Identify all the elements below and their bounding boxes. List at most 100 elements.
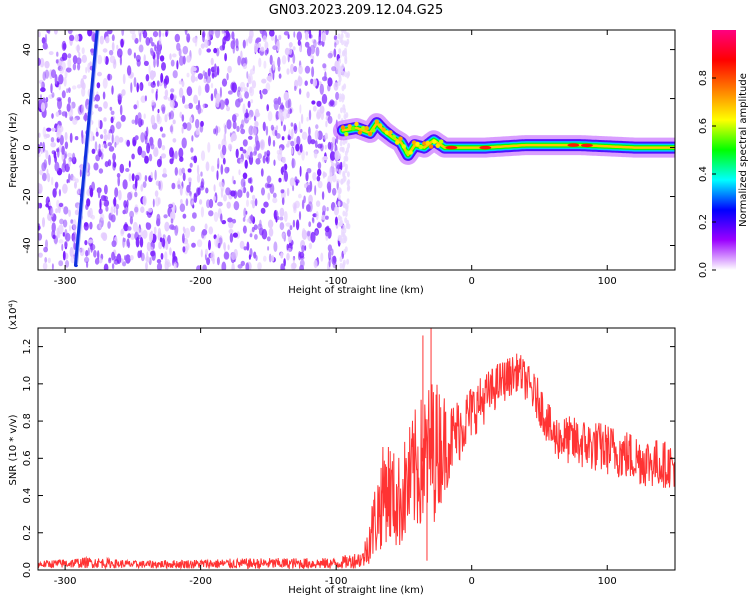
noise-speckle	[292, 185, 295, 192]
noise-speckle	[92, 135, 95, 141]
noise-speckle	[301, 245, 305, 253]
noise-speckle	[343, 40, 347, 47]
noise-speckle	[342, 259, 346, 266]
noise-speckle	[81, 82, 86, 90]
noise-speckle	[258, 57, 262, 68]
noise-speckle	[337, 80, 341, 86]
noise-speckle	[173, 262, 178, 269]
noise-speckle	[86, 261, 89, 268]
signal-blob	[435, 143, 440, 148]
noise-speckle	[299, 251, 305, 259]
noise-speckle	[142, 181, 147, 189]
noise-speckle	[100, 134, 104, 140]
noise-speckle	[170, 88, 175, 93]
noise-speckle	[246, 82, 249, 88]
noise-speckle	[297, 39, 301, 46]
noise-speckle	[98, 208, 103, 215]
noise-speckle	[42, 172, 47, 182]
noise-speckle	[250, 214, 254, 222]
noise-speckle	[329, 99, 335, 106]
noise-speckle	[242, 186, 247, 194]
noise-speckle	[315, 124, 319, 130]
noise-speckle	[85, 66, 88, 74]
noise-speckle	[111, 133, 114, 144]
noise-speckle	[145, 37, 151, 46]
noise-speckle	[67, 58, 72, 69]
noise-speckle	[286, 243, 289, 251]
noise-speckle	[310, 139, 316, 145]
noise-speckle	[150, 50, 155, 56]
noise-speckle	[42, 71, 47, 81]
signal-blob	[378, 123, 383, 128]
noise-speckle	[159, 126, 163, 132]
noise-speckle	[40, 146, 43, 155]
bottom-y-ticks: 0.0 0.2 0.4 0.6 0.8 1.0 1.2	[22, 339, 675, 578]
noise-speckle	[77, 62, 81, 71]
noise-speckle	[249, 151, 253, 159]
noise-speckle	[171, 150, 175, 161]
noise-speckle	[299, 128, 303, 133]
noise-speckle	[142, 195, 147, 206]
noise-speckle	[182, 45, 189, 55]
noise-speckle	[332, 187, 337, 196]
noise-speckle	[117, 93, 123, 101]
noise-speckle	[263, 255, 267, 262]
noise-speckle	[327, 52, 333, 59]
noise-speckle	[50, 137, 55, 143]
signal-blob	[350, 126, 356, 131]
noise-speckle	[45, 133, 50, 138]
x-tick-label: -200	[189, 276, 212, 287]
noise-speckle	[116, 44, 119, 50]
noise-speckle	[93, 250, 97, 258]
noise-speckle	[204, 83, 210, 93]
noise-speckle	[62, 183, 68, 194]
noise-speckle	[305, 171, 309, 182]
noise-speckle	[275, 125, 279, 131]
signal-blob	[391, 134, 396, 140]
y-tick-label: 0.2	[22, 525, 33, 541]
noise-speckle	[128, 173, 132, 182]
noise-speckle	[304, 65, 311, 74]
noise-speckle	[179, 185, 183, 196]
noise-speckle	[58, 239, 64, 244]
noise-speckle	[51, 113, 54, 119]
noise-speckle	[255, 255, 258, 261]
noise-speckle	[322, 205, 327, 214]
noise-speckle	[261, 78, 267, 84]
noise-speckle	[55, 59, 59, 64]
noise-speckle	[152, 30, 159, 38]
noise-speckle	[228, 220, 234, 229]
noise-speckle	[61, 52, 68, 61]
noise-speckle	[181, 137, 187, 149]
noise-speckle	[240, 50, 243, 61]
noise-speckle	[230, 190, 236, 197]
noise-speckle	[312, 105, 317, 112]
noise-speckle	[91, 214, 95, 220]
noise-speckle	[170, 59, 175, 67]
noise-speckle	[64, 141, 69, 150]
noise-speckle	[228, 229, 234, 234]
noise-speckle	[221, 144, 227, 156]
noise-speckle	[316, 222, 322, 229]
snr-series-line	[38, 353, 675, 570]
noise-speckle	[178, 147, 184, 159]
noise-speckle	[277, 215, 280, 221]
noise-speckle	[116, 253, 122, 264]
noise-speckle	[150, 250, 156, 257]
noise-speckle	[131, 173, 135, 182]
noise-speckle	[150, 143, 155, 150]
noise-speckle	[204, 223, 208, 230]
noise-speckle	[305, 151, 308, 156]
noise-speckle	[335, 179, 340, 184]
noise-speckle	[337, 33, 341, 40]
noise-speckle	[213, 195, 217, 202]
noise-speckle	[213, 211, 219, 222]
noise-speckle	[179, 111, 183, 119]
noise-speckle	[47, 30, 51, 35]
noise-speckle	[41, 162, 47, 172]
noise-speckle	[340, 33, 344, 39]
noise-speckle	[134, 37, 139, 44]
x-tick-label: 100	[598, 576, 617, 587]
noise-speckle	[52, 234, 56, 240]
noise-speckle	[223, 35, 228, 41]
